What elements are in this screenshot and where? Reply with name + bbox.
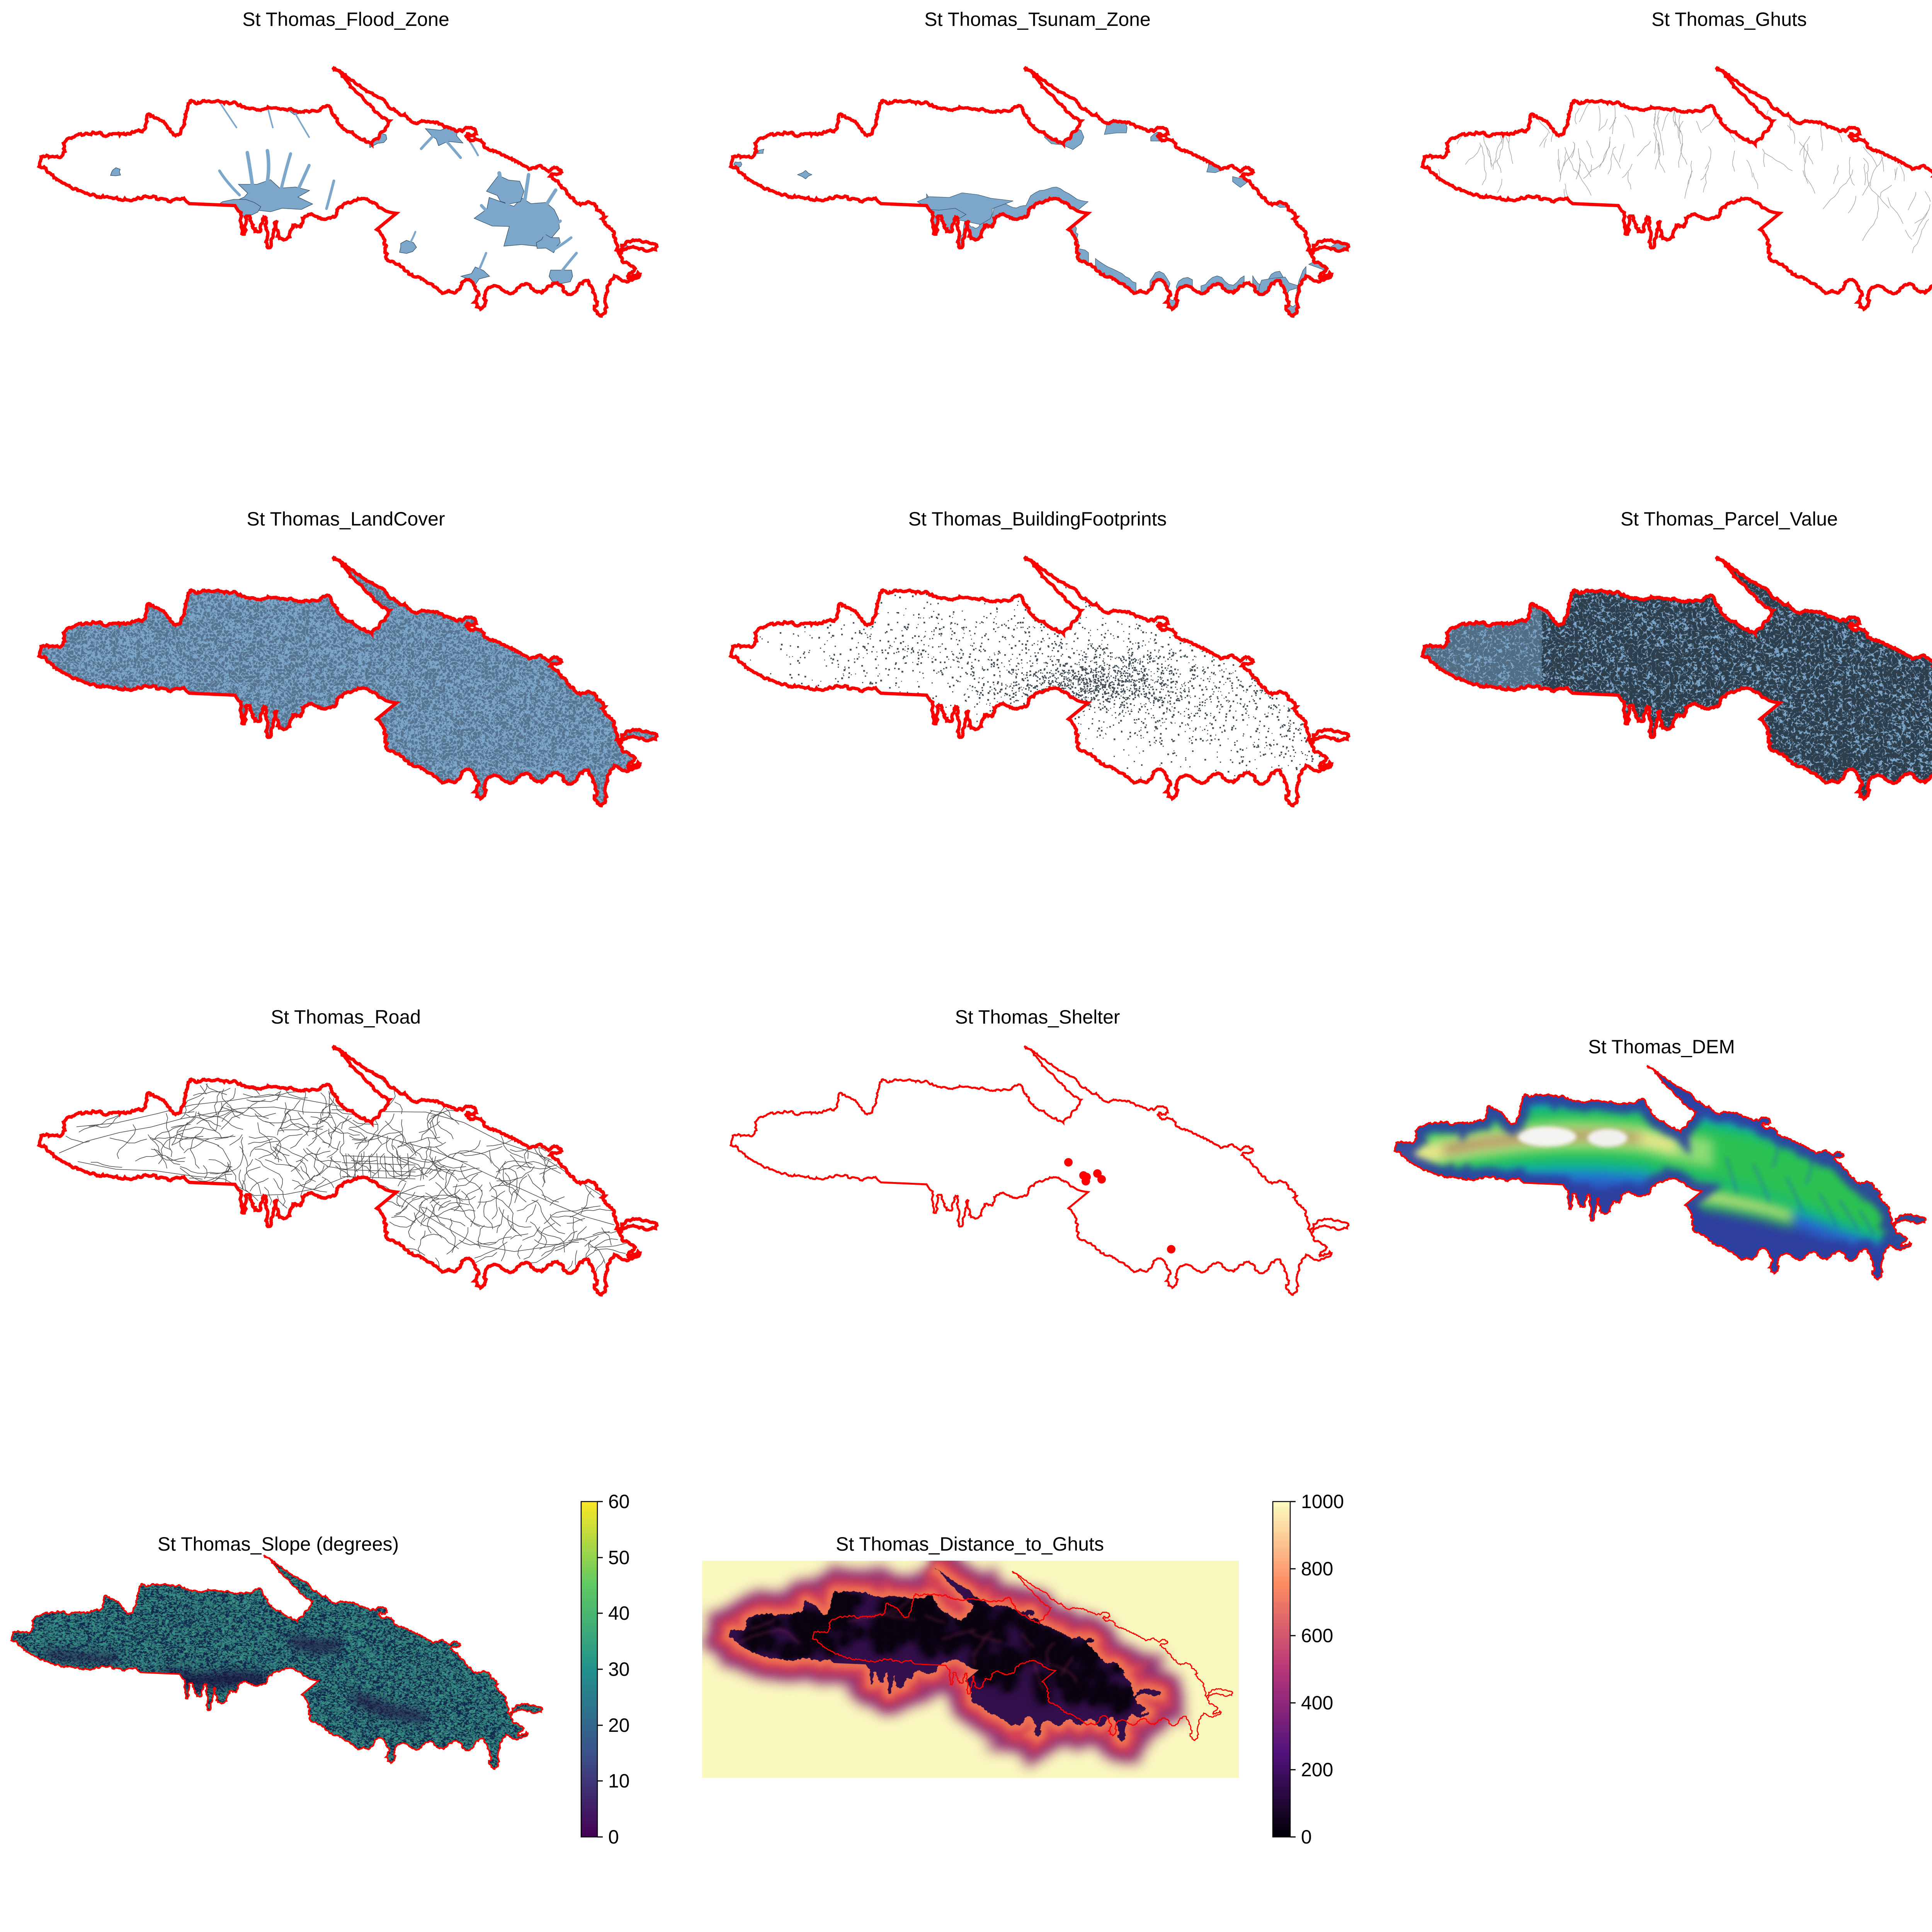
svg-text:St Thomas_Parcel_Value: St Thomas_Parcel_Value xyxy=(1621,508,1838,530)
svg-text:St Thomas_LandCover: St Thomas_LandCover xyxy=(247,508,445,530)
svg-text:50: 50 xyxy=(608,1547,630,1568)
svg-text:1000: 1000 xyxy=(1301,1491,1344,1512)
svg-text:St Thomas_Slope (degrees): St Thomas_Slope (degrees) xyxy=(158,1533,399,1555)
svg-text:St Thomas_Shelter: St Thomas_Shelter xyxy=(955,1006,1120,1028)
svg-text:200: 200 xyxy=(1301,1759,1333,1781)
svg-text:40: 40 xyxy=(608,1602,630,1624)
svg-text:St Thomas_Distance_to_Ghuts: St Thomas_Distance_to_Ghuts xyxy=(836,1533,1104,1555)
svg-text:30: 30 xyxy=(608,1658,630,1680)
svg-text:0: 0 xyxy=(1301,1826,1312,1848)
svg-text:St Thomas_BuildingFootprints: St Thomas_BuildingFootprints xyxy=(908,508,1167,530)
svg-text:St Thomas_DEM: St Thomas_DEM xyxy=(1588,1036,1735,1058)
svg-text:St Thomas_Tsunam_Zone: St Thomas_Tsunam_Zone xyxy=(924,9,1151,30)
svg-text:St Thomas_Road: St Thomas_Road xyxy=(271,1006,421,1028)
svg-text:800: 800 xyxy=(1301,1558,1333,1580)
svg-text:St Thomas_Ghuts: St Thomas_Ghuts xyxy=(1651,9,1807,30)
svg-text:60: 60 xyxy=(608,1491,630,1512)
svg-text:0: 0 xyxy=(608,1826,619,1848)
svg-text:20: 20 xyxy=(608,1714,630,1736)
svg-text:St Thomas_Flood_Zone: St Thomas_Flood_Zone xyxy=(242,9,449,30)
svg-text:10: 10 xyxy=(608,1770,630,1792)
svg-text:400: 400 xyxy=(1301,1692,1333,1714)
svg-text:600: 600 xyxy=(1301,1625,1333,1646)
